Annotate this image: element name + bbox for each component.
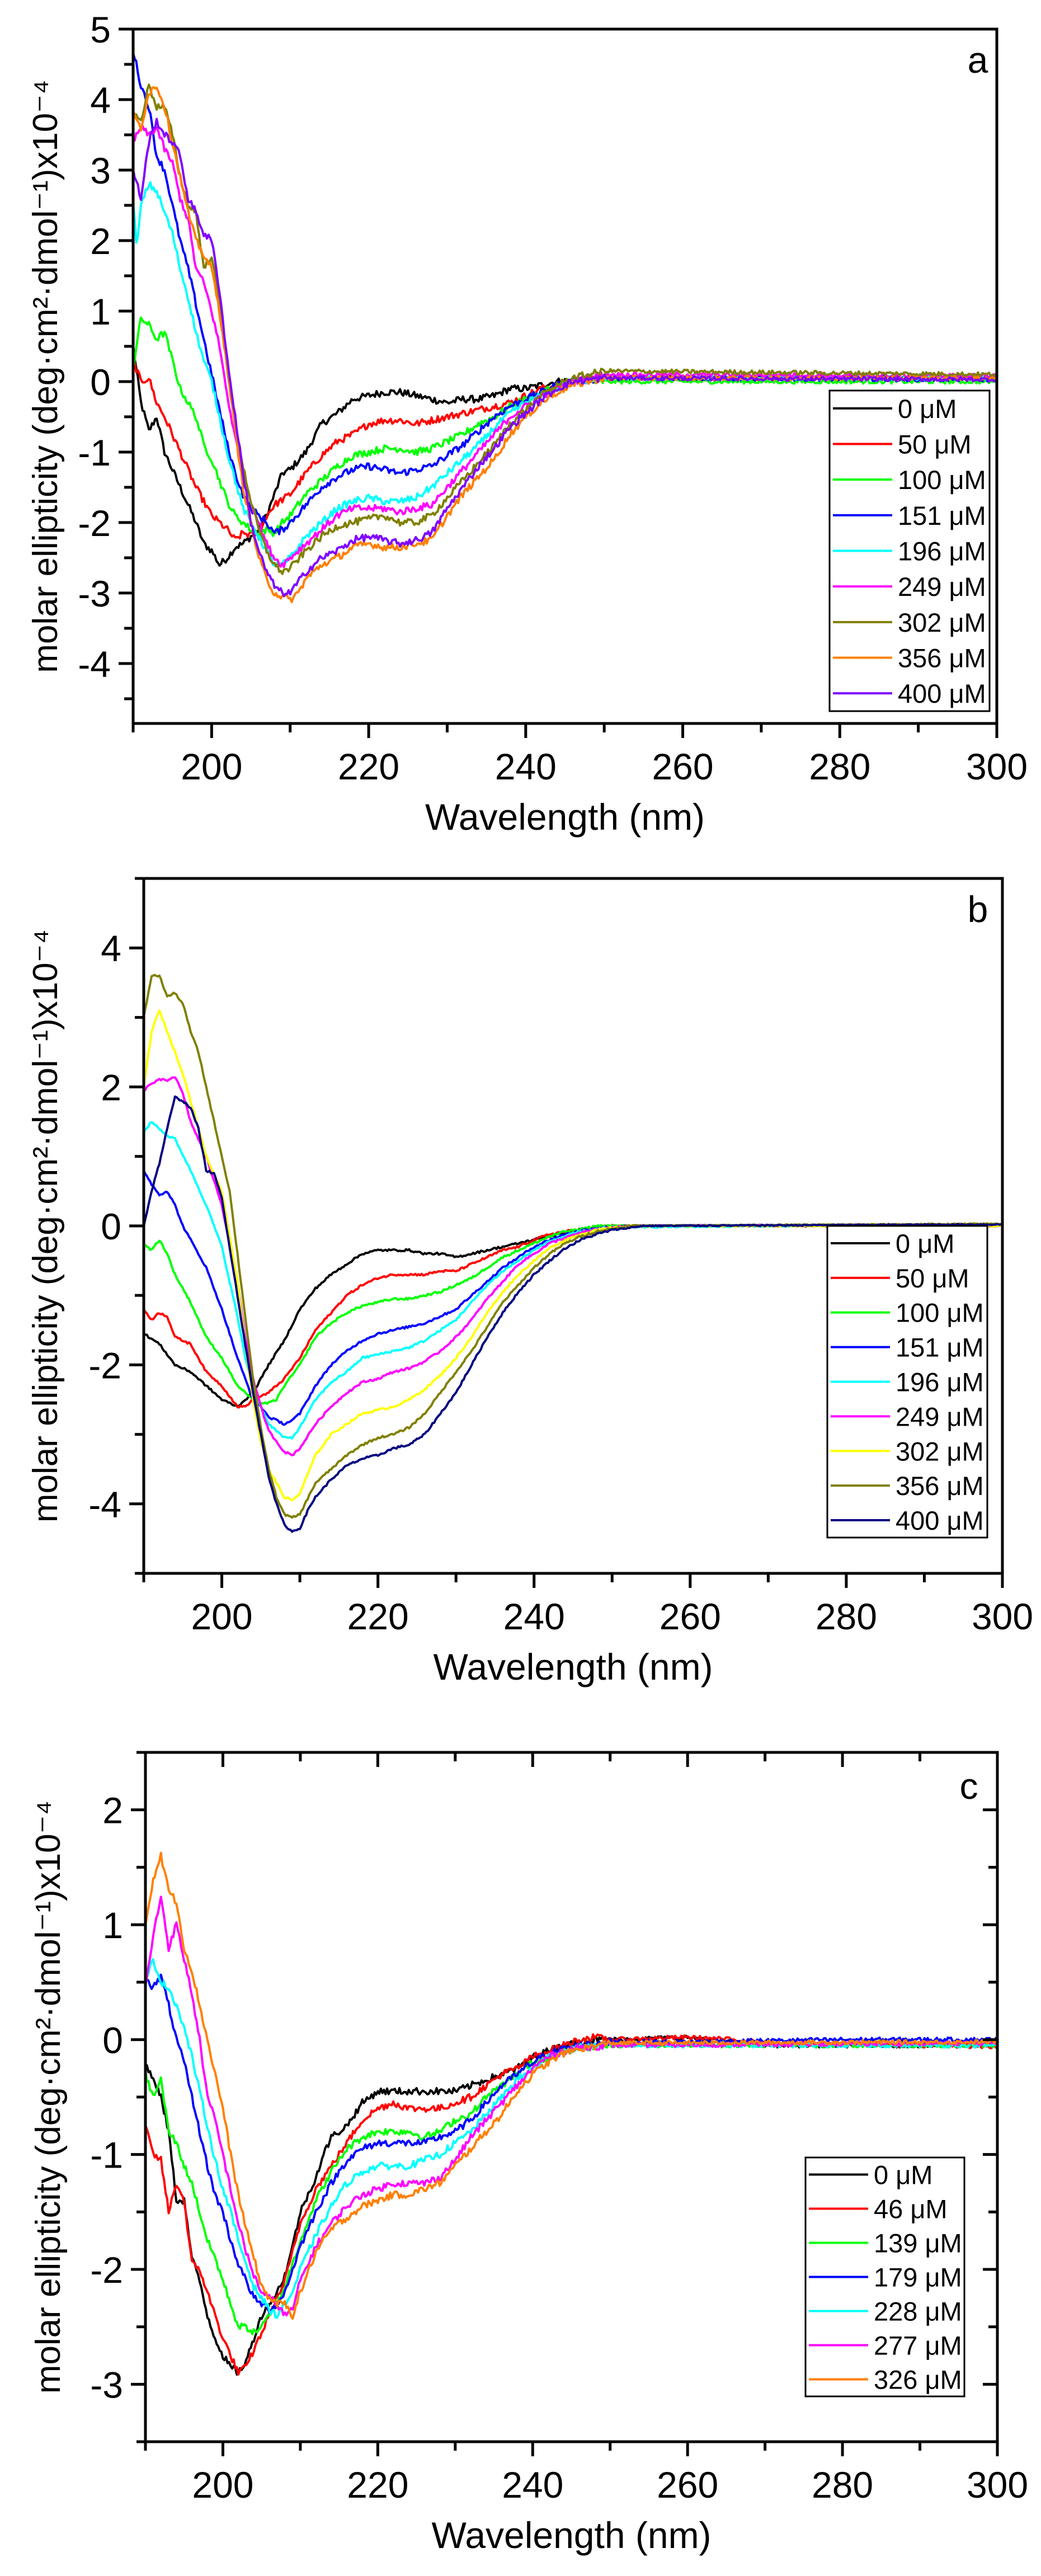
legend-label: 196 μM xyxy=(896,1367,984,1397)
x-tick-label: 280 xyxy=(809,746,870,787)
legend-label: 302 μM xyxy=(896,1436,984,1466)
y-tick-label: 4 xyxy=(90,79,111,121)
x-tick-label: 200 xyxy=(192,2464,253,2506)
legend: 0 μM 46 μM 139 μM 179 μM 228 μM 277 μM 326 μM xyxy=(804,2156,965,2398)
legend-label: 50 μM xyxy=(896,1263,969,1293)
series-line-326-m xyxy=(145,1851,997,2320)
y-tick-label: -1 xyxy=(78,432,111,473)
x-tick-label: 260 xyxy=(657,2464,718,2506)
series-group xyxy=(144,974,1002,1533)
x-tick-label: 240 xyxy=(495,746,557,787)
legend-label: 249 μM xyxy=(898,572,986,601)
y-tick-label: -2 xyxy=(78,502,111,544)
y-tick-label: -3 xyxy=(90,2364,123,2405)
legend-label: 100 μM xyxy=(898,465,986,495)
y-tick-label: 1 xyxy=(102,1905,123,1946)
x-axis-title: Wavelength (nm) xyxy=(433,1646,713,1687)
y-tick-label: 1 xyxy=(90,291,111,332)
x-tick-label: 200 xyxy=(181,746,242,787)
legend-label: 326 μM xyxy=(874,2365,962,2395)
y-axis-title: molar ellipticity (deg·cm²·dmol⁻¹)x10⁻⁴ xyxy=(29,1801,68,2394)
x-axis-title: Wavelength (nm) xyxy=(431,2514,711,2556)
y-tick-label: -2 xyxy=(88,1345,121,1386)
series-group xyxy=(145,1851,997,2376)
y-tick-label: 2 xyxy=(101,1067,121,1108)
legend: 0 μM 50 μM 100 μM 151 μM 196 μM 249 μM 302 μM 3… xyxy=(828,389,991,712)
x-tick-label: 240 xyxy=(502,2464,563,2506)
series-line-400-m xyxy=(133,117,997,598)
legend-label: 139 μM xyxy=(874,2229,962,2258)
y-axis-title: molar ellipticity (deg·cm²·dmol⁻¹)x10⁻⁴ xyxy=(26,79,65,673)
legend-label: 228 μM xyxy=(874,2297,962,2326)
y-tick-label: -2 xyxy=(90,2249,123,2291)
legend-label: 100 μM xyxy=(896,1298,984,1328)
x-tick-label: 220 xyxy=(347,2464,408,2506)
chart-panel-a: 200 220 240 260 280 300 -4 -3 -2 -1 0 1 2 3 4 5 Waveleng… xyxy=(26,9,1028,838)
y-tick-label: 5 xyxy=(90,9,111,50)
y-tick-label: 3 xyxy=(90,150,111,191)
chart-panel-c: 200 220 240 260 280 300 -3 -2 -1 0 1 2 Wavelength (n… xyxy=(29,1751,1028,2556)
x-tick-label: 240 xyxy=(503,1596,565,1637)
x-tick-label: 260 xyxy=(660,1596,721,1637)
y-tick-label: 2 xyxy=(90,220,111,262)
x-tick-label: 260 xyxy=(652,746,713,787)
legend: 0 μM 50 μM 100 μM 151 μM 196 μM 249 μM 302 μM 3… xyxy=(826,1225,988,1539)
x-tick-label: 280 xyxy=(812,2464,873,2506)
legend-label: 46 μM xyxy=(874,2194,948,2224)
x-tick-label: 220 xyxy=(338,746,399,787)
panel-label: b xyxy=(968,889,988,930)
panel-label: a xyxy=(968,39,988,81)
legend-label: 277 μM xyxy=(874,2331,962,2361)
y-tick-label: 2 xyxy=(102,1790,123,1831)
legend-label: 400 μM xyxy=(896,1506,984,1535)
legend-label: 0 μM xyxy=(874,2160,932,2190)
x-tick-label: 300 xyxy=(967,2464,1028,2506)
y-tick-label: -1 xyxy=(90,2135,123,2176)
x-tick-label: 280 xyxy=(816,1596,877,1637)
chart-panel-b: 200 220 240 260 280 300 -4 -2 0 2 4 Wavelength (nm)… xyxy=(26,877,1033,1687)
y-tick-label: 0 xyxy=(101,1206,121,1247)
legend-label: 50 μM xyxy=(898,430,972,459)
panel-label: c xyxy=(960,1765,978,1807)
x-tick-label: 200 xyxy=(191,1596,252,1637)
x-tick-label: 220 xyxy=(347,1596,409,1637)
legend-label: 151 μM xyxy=(898,501,986,530)
y-tick-label: 0 xyxy=(90,361,111,403)
legend-label: 179 μM xyxy=(874,2263,962,2292)
legend-label: 400 μM xyxy=(898,679,986,708)
legend-label: 151 μM xyxy=(896,1333,984,1362)
x-axis-title: Wavelength (nm) xyxy=(425,796,705,838)
legend-label: 0 μM xyxy=(896,1229,954,1258)
legend-label: 196 μM xyxy=(898,537,986,566)
series-line-400-m xyxy=(144,1095,1002,1533)
y-tick-label: 4 xyxy=(101,928,121,969)
legend-label: 302 μM xyxy=(898,608,986,637)
x-tick-label: 300 xyxy=(966,746,1028,787)
series-group xyxy=(133,53,997,603)
y-tick-label: -4 xyxy=(78,643,111,685)
legend-label: 356 μM xyxy=(896,1471,984,1501)
y-tick-label: -3 xyxy=(78,573,111,614)
legend-label: 249 μM xyxy=(896,1402,984,1431)
y-tick-label: 0 xyxy=(102,2019,123,2061)
y-tick-label: -4 xyxy=(88,1484,121,1525)
legend-label: 0 μM xyxy=(898,394,957,424)
y-axis-title: molar ellipticity (deg·cm²·dmol⁻¹)x10⁻⁴ xyxy=(26,929,65,1522)
plot-frame xyxy=(131,27,998,725)
x-tick-label: 300 xyxy=(972,1596,1033,1637)
legend-label: 356 μM xyxy=(898,643,986,673)
